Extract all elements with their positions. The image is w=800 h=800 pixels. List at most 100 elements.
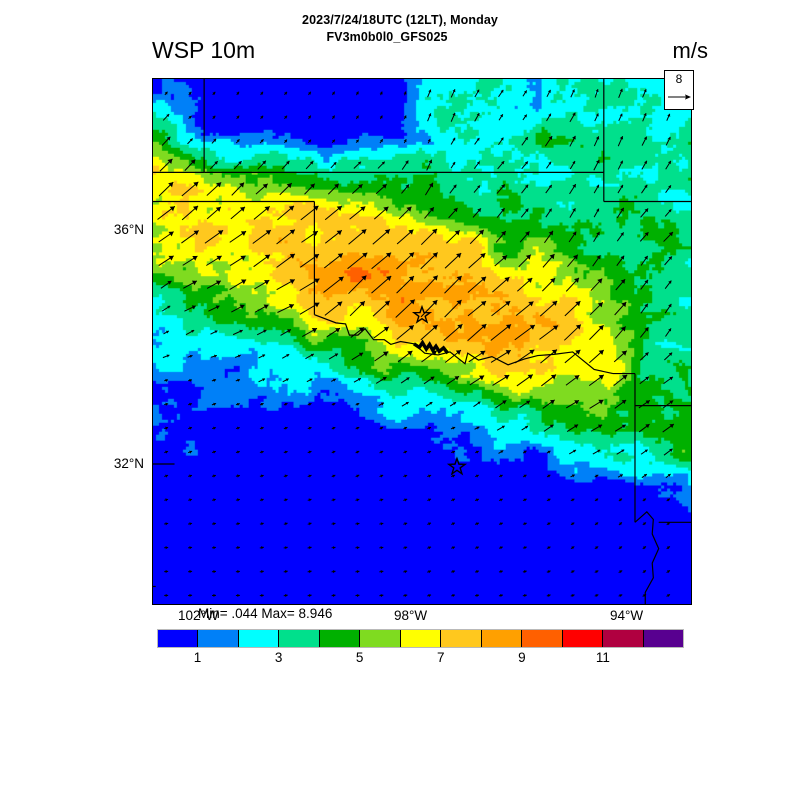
wind-vector-arrow [403,474,408,478]
wind-vector-arrow [664,208,672,217]
forecast-date-title: 2023/7/24/18UTC (12LT), Monday [302,13,498,27]
wind-vector-arrow [593,208,600,218]
wind-vector-arrow [283,474,288,478]
wind-vector-arrow [206,206,222,220]
wind-vector-arrow [474,522,480,526]
wind-vector-arrow [495,230,507,243]
wind-vector-arrow [377,161,386,169]
wind-vector-arrow [639,231,649,242]
colorbar-swatch-12 [643,630,684,647]
wind-vector-arrow [427,546,432,550]
wind-vector-arrow [589,324,604,340]
wind-vector-arrow [306,378,313,383]
wind-vector-arrow [450,161,456,169]
wind-vector-arrow [355,593,360,598]
wind-vector-arrow [164,450,169,454]
wind-vector-arrow [420,228,438,246]
colorbar-tick-5: 5 [355,650,364,665]
wind-vector-arrow [396,275,415,294]
wind-vector-arrow [446,375,460,385]
wind-vector-arrow [450,498,456,502]
wind-vector-arrow [230,206,246,220]
wind-vector-arrow [379,474,384,478]
wind-vector-arrow [396,252,415,270]
wind-vector-arrow [379,546,384,550]
wind-vector-arrow [474,426,480,430]
wind-vector-arrow [283,593,288,598]
wind-vector-arrow [420,299,438,318]
wind-vector-arrow [164,474,169,478]
wind-vector-arrow [183,280,198,289]
wind-vector-arrow [498,546,503,550]
wind-vector-arrow [258,378,266,383]
colorbar-tick-labels: 1 3 5 7 9 11 [157,650,684,668]
wind-vector-arrow [283,450,288,454]
model-name-text: FV3m0b0l0_GFS025 [326,30,448,44]
wind-vector-arrow [403,426,408,430]
wind-vector-arrow [570,474,575,478]
wind-vector-arrow [400,377,410,384]
wind-vector-arrow [206,255,222,266]
wind-vector-arrow [331,570,336,574]
wind-vector-arrow [545,184,553,194]
map-plot-area[interactable] [152,78,692,605]
wind-vector-arrow [546,594,551,598]
wind-vector-arrow [232,329,243,336]
wind-vector-arrow [353,377,362,383]
wind-vector-arrow [276,229,296,245]
colorbar-swatch-1 [198,630,239,647]
wind-vector-arrow [211,402,217,406]
wind-vector-arrow [375,376,387,384]
wind-vector-arrow [639,351,649,361]
wind-vector-arrow [618,570,623,574]
wind-vector-arrow [379,450,384,454]
wind-vector-arrow [617,135,624,147]
wind-vector-arrow [565,399,580,409]
wind-vector-arrow [665,185,672,193]
wind-vector-arrow [284,91,288,96]
wind-vector-arrow [541,277,556,292]
wind-vector-arrow [642,594,647,598]
wind-vector-arrow [570,498,575,502]
wind-vector-arrow [281,160,290,170]
wind-vector-arrow [497,160,505,170]
wind-vector-arrow [427,594,432,598]
wind-vector-arrow [372,228,391,245]
wind-vector-arrow [206,280,222,289]
wind-vector-arrow [498,89,504,98]
colorbar[interactable] [157,629,684,648]
wind-vector-arrow [355,474,360,478]
wind-vector-arrow [468,252,486,269]
wind-vector-arrow [331,402,336,406]
wind-vector-arrow [331,139,336,143]
colorbar-swatch-4 [319,630,361,647]
wind-vector-arrow [593,184,600,194]
wind-vector-arrow [276,279,296,291]
wind-vector-arrow [640,255,649,266]
wind-vector-arrow [283,402,288,406]
wind-vector-arrow [328,353,339,360]
wind-vector-arrow [352,183,363,195]
wind-vector-arrow [331,522,336,526]
wind-vector-arrow [568,449,577,455]
wind-vector-arrow [570,522,575,526]
wind-vector-arrow [546,450,551,454]
wind-vector-arrow [396,324,415,340]
wind-vector-arrow [498,474,503,478]
wind-vector-arrow [663,376,674,385]
wind-vector-arrow [665,473,671,479]
wind-vector-arrow [420,324,438,341]
wind-vector-arrow [211,522,217,526]
wind-vector-arrow [280,329,292,336]
wind-vector-arrow [516,374,534,387]
wind-vector-arrow [299,278,320,291]
wind-vector-arrow [518,254,532,268]
wind-vector-arrow [327,183,340,195]
wind-vector-arrow [259,138,264,144]
wind-vector-arrow [277,205,295,221]
wind-vector-arrow [235,138,240,144]
wind-vector-arrow [181,181,199,197]
x-axis-tick-94w: 94°W [610,608,644,623]
wind-vector-arrow [613,374,628,387]
